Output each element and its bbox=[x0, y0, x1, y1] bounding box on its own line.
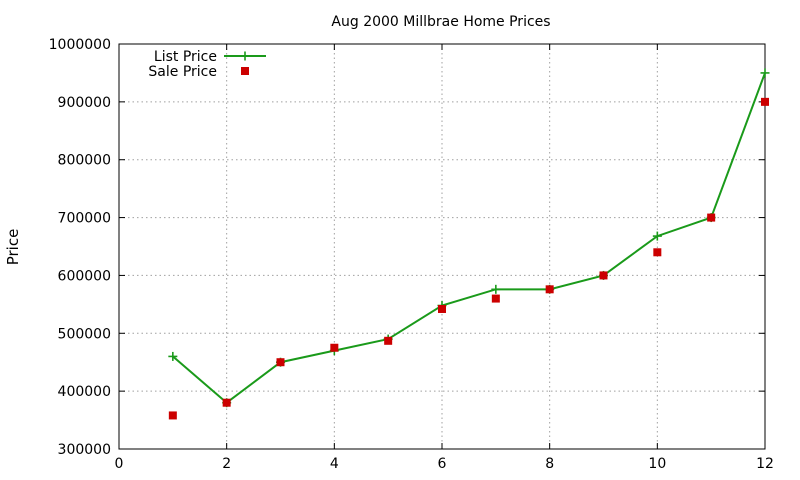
x-tick-label: 2 bbox=[222, 456, 231, 472]
sale-price-point bbox=[545, 285, 554, 294]
sale-price-point bbox=[491, 294, 500, 303]
legend: List Price Sale Price bbox=[148, 49, 266, 80]
list-price-point bbox=[652, 231, 662, 241]
y-tick-label: 700000 bbox=[58, 211, 111, 227]
y-tick-label: 1000000 bbox=[49, 37, 111, 53]
legend-marker-sale-price bbox=[241, 67, 249, 75]
legend-label-list-price: List Price bbox=[154, 49, 217, 65]
y-tick-label: 600000 bbox=[58, 268, 111, 284]
legend-label-sale-price: Sale Price bbox=[148, 64, 217, 80]
sale-price-point bbox=[168, 411, 177, 420]
list-price-line bbox=[172, 72, 766, 404]
sale-price-point bbox=[653, 248, 662, 257]
y-tick-label: 900000 bbox=[58, 95, 111, 111]
y-axis-label: Price bbox=[4, 229, 22, 266]
y-tick-label: 300000 bbox=[58, 442, 111, 458]
sale-price-point bbox=[276, 358, 285, 367]
series bbox=[168, 68, 770, 420]
axis-ticks: 300000 400000 500000 600000 700000 800000 9000… bbox=[49, 37, 774, 472]
y-tick-label: 500000 bbox=[58, 326, 111, 342]
list-price-point bbox=[491, 284, 501, 294]
sale-price-point bbox=[222, 398, 231, 407]
sale-price-point bbox=[384, 336, 393, 345]
x-tick-label: 0 bbox=[115, 456, 124, 472]
x-tick-label: 12 bbox=[756, 456, 774, 472]
y-tick-label: 400000 bbox=[58, 384, 111, 400]
sale-price-point bbox=[707, 213, 716, 222]
sale-price-point bbox=[761, 97, 769, 106]
list-price-point bbox=[760, 68, 770, 78]
x-tick-label: 10 bbox=[648, 456, 666, 472]
legend-marker-list-price bbox=[240, 51, 250, 61]
y-tick-label: 800000 bbox=[58, 153, 111, 169]
sale-price-point bbox=[330, 343, 339, 352]
x-tick-label: 8 bbox=[545, 456, 554, 472]
sale-price-point bbox=[438, 304, 446, 313]
grid bbox=[119, 44, 765, 449]
chart-title: Aug 2000 Millbrae Home Prices bbox=[331, 14, 550, 30]
x-tick-label: 6 bbox=[438, 456, 447, 472]
sale-price-point bbox=[599, 271, 608, 280]
x-tick-label: 4 bbox=[330, 456, 339, 472]
list-price-point bbox=[168, 351, 178, 361]
